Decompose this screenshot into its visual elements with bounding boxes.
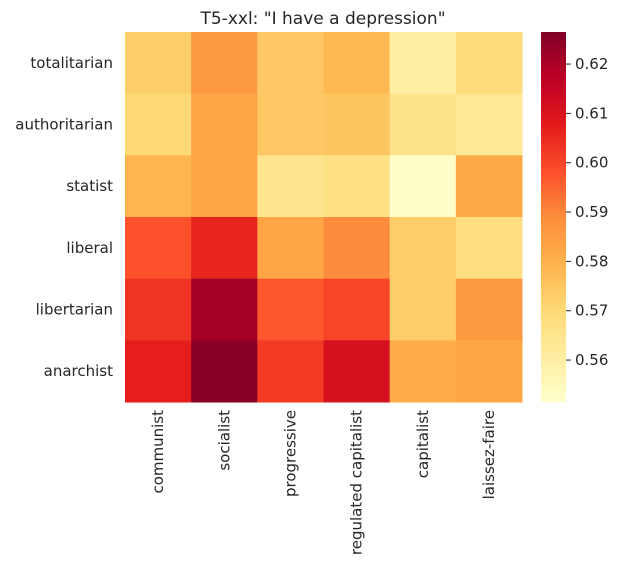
cell-anarchist-capitalist [389,340,457,403]
cell-liberal-laissez-faire [455,217,523,280]
colorbar-tick-label: 0.61 [575,104,608,122]
x-tick-labels: communist socialist progressive regulated c… [149,410,498,555]
colorbar-tick-label: 0.58 [575,252,608,270]
cell-totalitarian-laissez-faire [455,32,523,95]
cell-totalitarian-socialist [191,32,258,95]
cell-statist-socialist [191,155,258,218]
cell-libertarian-communist [125,278,192,341]
cell-anarchist-regulated-capitalist [323,340,391,403]
y-tick-label-anarchist: anarchist [44,362,113,380]
y-tick-label-totalitarian: totalitarian [30,54,113,72]
y-tick-label-libertarian: libertarian [36,301,113,319]
colorbar-tick-label: 0.59 [575,203,608,221]
cell-anarchist-communist [125,340,192,403]
cell-statist-progressive [257,155,324,218]
cell-totalitarian-regulated-capitalist [323,32,391,95]
cell-totalitarian-progressive [257,32,324,95]
cell-liberal-socialist [191,217,258,280]
cell-liberal-regulated-capitalist [323,217,391,280]
cell-authoritarian-progressive [257,93,324,156]
colorbar-tick-label: 0.57 [575,302,608,320]
cell-anarchist-socialist [191,340,258,403]
cell-statist-laissez-faire [455,155,523,218]
colorbar-tick-label: 0.62 [575,55,608,73]
y-tick-label-authoritarian: authoritarian [15,116,113,134]
x-tick-label-communist: communist [149,410,167,494]
cell-totalitarian-communist [125,32,192,95]
y-tick-label-statist: statist [66,177,113,195]
cell-statist-regulated-capitalist [323,155,391,218]
x-tick-label-progressive: progressive [281,410,299,497]
cell-liberal-communist [125,217,192,280]
x-tick-label-regulated-capitalist: regulated capitalist [348,410,366,555]
y-tick-labels: totalitarian authoritarian statist liberal l… [15,54,113,380]
chart-title: T5-xxl: "I have a depression" [199,9,445,29]
x-tick-label-capitalist: capitalist [414,410,432,478]
cell-authoritarian-capitalist [389,93,457,156]
heatmap-cells [125,32,523,403]
colorbar-ticks: 0.56 0.57 0.58 0.59 0.60 0.61 0.62 [566,55,608,369]
cell-totalitarian-capitalist [389,32,457,95]
cell-libertarian-socialist [191,278,258,341]
colorbar-tick-label: 0.60 [575,154,608,172]
colorbar [541,32,566,402]
cell-authoritarian-laissez-faire [455,93,523,156]
cell-statist-capitalist [389,155,457,218]
cell-libertarian-laissez-faire [455,278,523,341]
x-tick-label-laissez-faire: laissez-faire [480,410,498,499]
cell-anarchist-laissez-faire [455,340,523,403]
cell-authoritarian-regulated-capitalist [323,93,391,156]
cell-libertarian-capitalist [389,278,457,341]
colorbar-tick-label: 0.56 [575,351,608,369]
cell-libertarian-regulated-capitalist [323,278,391,341]
cell-anarchist-progressive [257,340,324,403]
cell-liberal-progressive [257,217,324,280]
cell-statist-communist [125,155,192,218]
x-tick-label-socialist: socialist [215,410,233,471]
cell-authoritarian-communist [125,93,192,156]
y-tick-label-liberal: liberal [66,239,113,257]
cell-liberal-capitalist [389,217,457,280]
cell-libertarian-progressive [257,278,324,341]
cell-authoritarian-socialist [191,93,258,156]
